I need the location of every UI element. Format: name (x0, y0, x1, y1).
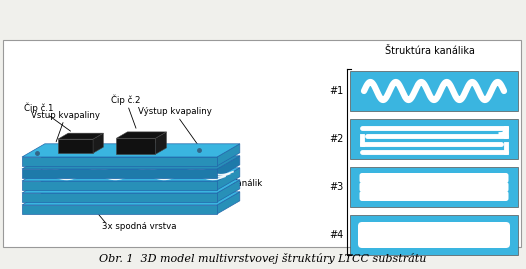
Polygon shape (364, 226, 504, 244)
Bar (350, 215, 518, 255)
Bar (3, 40, 521, 247)
Polygon shape (22, 205, 217, 214)
Text: Čip č.1: Čip č.1 (24, 102, 70, 131)
Text: Obr. 1  3D model multivrstvovej štruktúry LTCC substrátu: Obr. 1 3D model multivrstvovej štruktúry… (99, 253, 427, 264)
Text: #4: #4 (330, 230, 344, 240)
Polygon shape (22, 144, 240, 157)
FancyBboxPatch shape (359, 173, 509, 183)
Text: Vstup kvapaliny: Vstup kvapaliny (31, 111, 100, 142)
Bar (350, 71, 518, 111)
Text: #2: #2 (330, 134, 344, 144)
Polygon shape (93, 133, 103, 153)
Text: #1: #1 (330, 86, 344, 96)
Bar (350, 119, 518, 159)
Text: 3x spodná vrstva: 3x spodná vrstva (102, 222, 176, 231)
Polygon shape (22, 193, 217, 202)
Polygon shape (116, 138, 156, 154)
Polygon shape (22, 192, 240, 205)
Text: #3: #3 (330, 182, 344, 192)
Text: Výstup kvapaliny: Výstup kvapaliny (137, 107, 211, 144)
Polygon shape (22, 168, 240, 181)
Polygon shape (217, 144, 240, 166)
Bar (350, 167, 518, 207)
Text: Čip č.2: Čip č.2 (111, 95, 140, 128)
Polygon shape (217, 168, 240, 190)
Polygon shape (217, 192, 240, 214)
Polygon shape (116, 132, 166, 138)
Polygon shape (58, 133, 103, 139)
Polygon shape (22, 169, 217, 178)
Polygon shape (22, 181, 217, 190)
Text: Kanálik: Kanálik (211, 174, 262, 188)
Text: Štruktúra kanálika: Štruktúra kanálika (385, 46, 475, 56)
Polygon shape (217, 156, 240, 178)
FancyBboxPatch shape (358, 222, 510, 248)
Polygon shape (58, 139, 93, 153)
Polygon shape (217, 180, 240, 202)
Polygon shape (156, 132, 166, 154)
FancyBboxPatch shape (359, 182, 509, 192)
Text: 2x vrchná vrstva: 2x vrchná vrstva (141, 182, 214, 191)
Polygon shape (22, 157, 217, 166)
Polygon shape (22, 180, 240, 193)
FancyBboxPatch shape (359, 191, 509, 201)
Polygon shape (22, 156, 240, 169)
